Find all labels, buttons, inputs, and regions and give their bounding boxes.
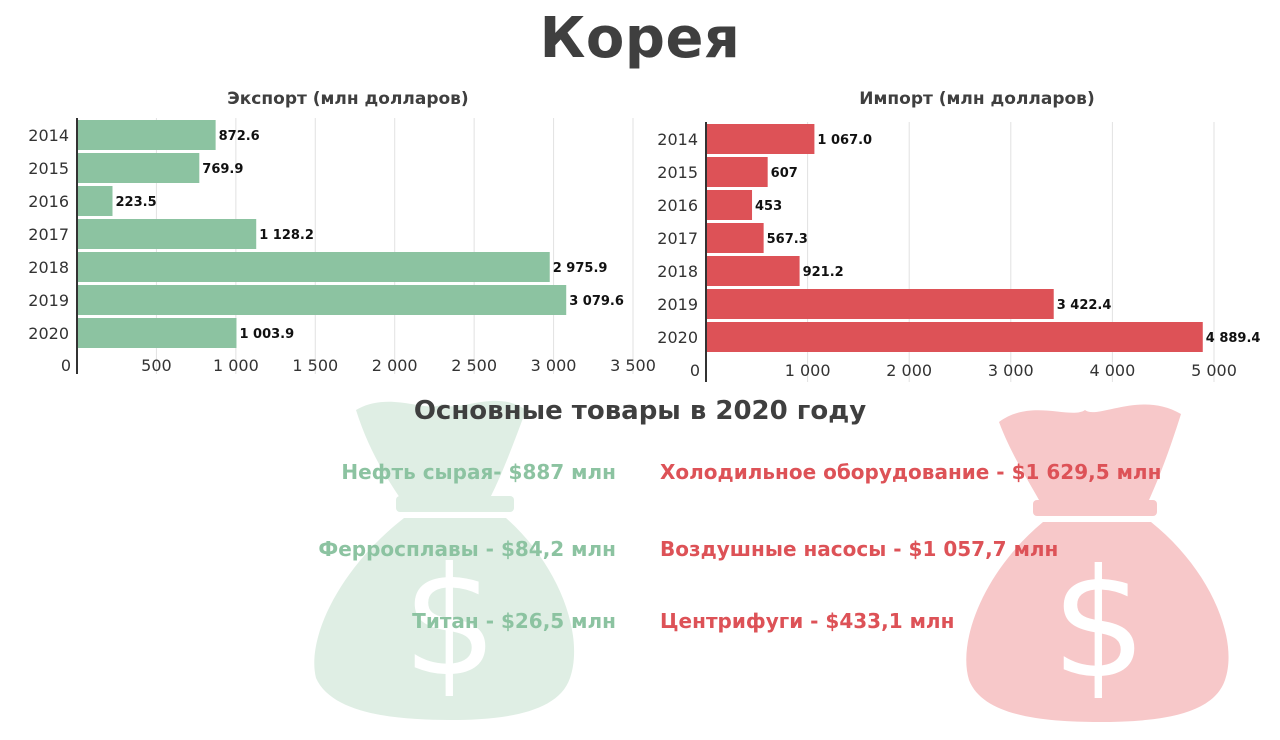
import-category-label: 2020 [657, 328, 698, 347]
import-good-3: Центрифуги - $433,1 млн [660, 609, 955, 633]
export-bar-2016 [77, 186, 113, 216]
export-bar-2017 [77, 219, 257, 249]
money-bag-icon [966, 404, 1229, 722]
import-value-label: 4 889.4 [1206, 331, 1261, 346]
import-bar-2017 [706, 223, 764, 253]
import-chart: Импорт (млн долларов) 2014 1 067.0 2015 607 2… [640, 84, 1280, 384]
import-bar-2018 [706, 256, 800, 286]
import-x-tick-label: 2 000 [886, 361, 932, 380]
import-bar-2019 [706, 289, 1054, 319]
export-category-label: 2019 [28, 291, 69, 310]
export-x-tick-label: 1 000 [213, 356, 259, 375]
money-bag-icon [314, 400, 575, 720]
import-category-label: 2014 [657, 130, 698, 149]
export-x-tick-label: 3 000 [531, 356, 577, 375]
export-category-label: 2018 [28, 258, 69, 277]
svg-text:$: $ [402, 536, 497, 710]
import-x-tick-label: 1 000 [785, 361, 831, 380]
export-good-3: Титан - $26,5 млн [412, 609, 616, 633]
export-value-label: 223.5 [116, 195, 157, 210]
export-good-1: Нефть сырая- $887 млн [341, 460, 616, 484]
import-category-label: 2017 [657, 229, 698, 248]
export-category-label: 2014 [28, 126, 69, 145]
export-bar-2018 [77, 252, 550, 282]
export-bar-2020 [77, 318, 237, 348]
money-bag-icon-right: $ [966, 404, 1229, 722]
export-category-label: 2017 [28, 225, 69, 244]
import-bar-2014 [706, 124, 815, 154]
import-value-label: 1 067.0 [817, 133, 872, 148]
export-chart-svg: Экспорт (млн долларов) 2014 872.6 2015 769.9… [28, 89, 656, 375]
import-good-2: Воздушные насосы - $1 057,7 млн [660, 537, 1059, 561]
export-x-tick-label: 500 [141, 356, 172, 375]
import-value-label: 3 422.4 [1057, 298, 1112, 313]
export-bar-2019 [77, 285, 567, 315]
export-x-tick-label: 3 500 [610, 356, 656, 375]
import-bar-2020 [706, 322, 1203, 352]
export-value-label: 1 128.2 [259, 228, 314, 243]
import-value-label: 567.3 [767, 232, 808, 247]
import-category-label: 2016 [657, 196, 698, 215]
import-x-tick-label: 4 000 [1089, 361, 1135, 380]
export-title: Экспорт (млн долларов) [227, 89, 468, 109]
import-category-label: 2015 [657, 163, 698, 182]
svg-text:$: $ [1051, 538, 1146, 712]
import-value-label: 607 [771, 166, 798, 181]
export-value-label: 872.6 [219, 129, 260, 144]
export-x-tick-label: 2 500 [451, 356, 497, 375]
export-good-2: Ферросплавы - $84,2 млн [318, 537, 616, 561]
import-x-tick-label: 0 [690, 361, 700, 380]
import-title: Импорт (млн долларов) [859, 89, 1094, 109]
goods-section-heading: Основные товары в 2020 году [413, 396, 867, 426]
export-x-tick-label: 2 000 [372, 356, 418, 375]
import-category-label: 2018 [657, 262, 698, 281]
import-category-label: 2019 [657, 295, 698, 314]
page-title: Корея [539, 6, 741, 71]
export-x-tick-label: 1 500 [292, 356, 338, 375]
import-x-tick-label: 3 000 [988, 361, 1034, 380]
import-value-label: 453 [755, 199, 782, 214]
export-bar-2014 [77, 120, 216, 150]
export-category-label: 2020 [28, 324, 69, 343]
money-bag-icon-left: $ [314, 400, 575, 720]
export-category-label: 2015 [28, 159, 69, 178]
export-value-label: 1 003.9 [239, 327, 294, 342]
import-value-label: 921.2 [803, 265, 844, 280]
export-value-label: 3 079.6 [569, 294, 624, 309]
export-value-label: 769.9 [202, 162, 243, 177]
export-value-label: 2 975.9 [553, 261, 608, 276]
export-category-label: 2016 [28, 192, 69, 211]
export-chart: Экспорт (млн долларов) 2014 872.6 2015 769.9… [0, 84, 656, 384]
export-bar-2015 [77, 153, 200, 183]
import-good-1: Холодильное оборудование - $1 629,5 млн [660, 460, 1162, 484]
import-bar-2015 [706, 157, 768, 187]
import-bar-2016 [706, 190, 753, 220]
export-x-tick-label: 0 [61, 356, 71, 375]
import-x-tick-label: 5 000 [1191, 361, 1237, 380]
import-chart-svg: Импорт (млн долларов) 2014 1 067.0 2015 607 2… [657, 89, 1261, 382]
